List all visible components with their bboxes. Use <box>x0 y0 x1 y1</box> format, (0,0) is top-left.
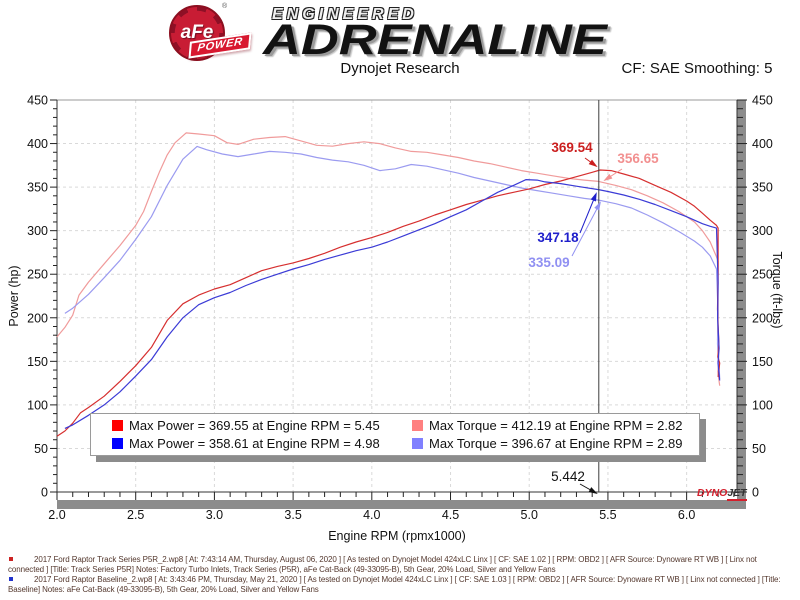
legend-swatch-track-torque <box>412 420 423 431</box>
annotation-335.09: 335.09 <box>528 201 601 270</box>
curve-baseline-power <box>64 179 721 429</box>
run-info-footer: 2017 Ford Raptor Track Series P5R_2.wp8 … <box>0 554 796 594</box>
registered-mark: ® <box>222 3 228 10</box>
dynojet-watermark-dyno: DYNO <box>697 487 728 499</box>
legend-swatch-baseline-torque <box>412 438 423 449</box>
svg-text:200: 200 <box>752 311 773 325</box>
dynojet-watermark-jet: JET <box>727 487 747 501</box>
svg-text:250: 250 <box>27 268 48 282</box>
x-axis-label: Engine RPM (rpmx1000) <box>328 529 466 543</box>
annotation-356.65: 356.65 <box>603 151 659 182</box>
svg-text:300: 300 <box>752 224 773 238</box>
curve-track-torque <box>56 132 721 386</box>
run-bullet-track <box>9 557 13 561</box>
svg-text:450: 450 <box>752 94 773 108</box>
tagline-adrenaline: ADRENALINE <box>263 16 607 64</box>
legend-label-baseline-torque: Max Torque = 396.67 at Engine RPM = 2.89 <box>429 436 683 451</box>
smoothing-label: CF: SAE Smoothing: 5 <box>621 60 773 77</box>
svg-text:450: 450 <box>27 94 48 108</box>
svg-text:100: 100 <box>27 398 48 412</box>
svg-text:356.65: 356.65 <box>617 151 659 166</box>
svg-text:4.0: 4.0 <box>363 508 380 522</box>
annotation-5.442: 5.442 <box>551 469 598 494</box>
run-info-baseline-text: 2017 Ford Raptor Baseline_2.wp8 [ At: 3:… <box>8 575 781 594</box>
svg-text:0: 0 <box>41 486 48 500</box>
legend-swatch-baseline-power <box>112 438 123 449</box>
run-bullet-baseline <box>9 577 13 581</box>
svg-text:400: 400 <box>752 137 773 151</box>
svg-text:200: 200 <box>27 311 48 325</box>
svg-text:50: 50 <box>34 442 48 456</box>
legend-label-track-torque: Max Torque = 412.19 at Engine RPM = 2.82 <box>429 418 683 433</box>
svg-text:5.442: 5.442 <box>551 469 585 484</box>
run-info-track-text: 2017 Ford Raptor Track Series P5R_2.wp8 … <box>8 555 757 574</box>
axes: 0 0 50 50 100 100 150 150 200 200 250 250 300 300 350 3… <box>27 94 773 523</box>
curve-track-power <box>56 169 721 437</box>
svg-text:50: 50 <box>752 442 766 456</box>
svg-text:2.0: 2.0 <box>48 508 65 522</box>
svg-text:335.09: 335.09 <box>528 255 569 270</box>
annotation-369.54: 369.54 <box>551 140 598 168</box>
svg-text:350: 350 <box>752 181 773 195</box>
svg-text:400: 400 <box>27 137 48 151</box>
svg-text:150: 150 <box>752 355 773 369</box>
run-info-track: 2017 Ford Raptor Track Series P5R_2.wp8 … <box>0 554 796 574</box>
curve-baseline-torque <box>64 145 721 379</box>
svg-text:6.0: 6.0 <box>678 508 695 522</box>
legend-swatch-track-power <box>112 420 123 431</box>
svg-text:347.18: 347.18 <box>537 230 579 245</box>
chart-title: Dynojet Research <box>340 60 460 77</box>
svg-text:4.5: 4.5 <box>442 508 459 522</box>
svg-text:5.0: 5.0 <box>521 508 538 522</box>
svg-text:100: 100 <box>752 398 773 412</box>
curves <box>56 132 721 437</box>
dynojet-watermark: DYNOJET <box>697 487 747 501</box>
y-axis-label-torque: Torque (ft-lbs) <box>770 251 784 329</box>
run-info-baseline: 2017 Ford Raptor Baseline_2.wp8 [ At: 3:… <box>0 574 796 594</box>
svg-text:0: 0 <box>752 486 759 500</box>
svg-text:300: 300 <box>27 224 48 238</box>
annotation-347.18: 347.18 <box>537 192 597 245</box>
afe-logo-text: aFe <box>180 22 214 43</box>
legend-label-baseline-power: Max Power = 358.61 at Engine RPM = 4.98 <box>129 436 380 451</box>
svg-text:250: 250 <box>752 268 773 282</box>
svg-text:3.5: 3.5 <box>284 508 301 522</box>
y-axis-label-power: Power (hp) <box>7 265 21 327</box>
tagline-engineered: ENGINEERED <box>272 6 418 23</box>
svg-text:2.5: 2.5 <box>127 508 144 522</box>
annotations: 369.54 356.65 347.18 335.09 5.442 <box>528 140 659 494</box>
legend-box[interactable]: Max Power = 369.55 at Engine RPM = 5.45 … <box>90 413 700 456</box>
svg-text:369.54: 369.54 <box>551 140 593 155</box>
svg-text:350: 350 <box>27 181 48 195</box>
svg-text:3.0: 3.0 <box>206 508 223 522</box>
svg-text:5.5: 5.5 <box>599 508 616 522</box>
legend-label-track-power: Max Power = 369.55 at Engine RPM = 5.45 <box>129 418 380 433</box>
axis-shadow-bars <box>57 100 746 509</box>
svg-text:150: 150 <box>27 355 48 369</box>
